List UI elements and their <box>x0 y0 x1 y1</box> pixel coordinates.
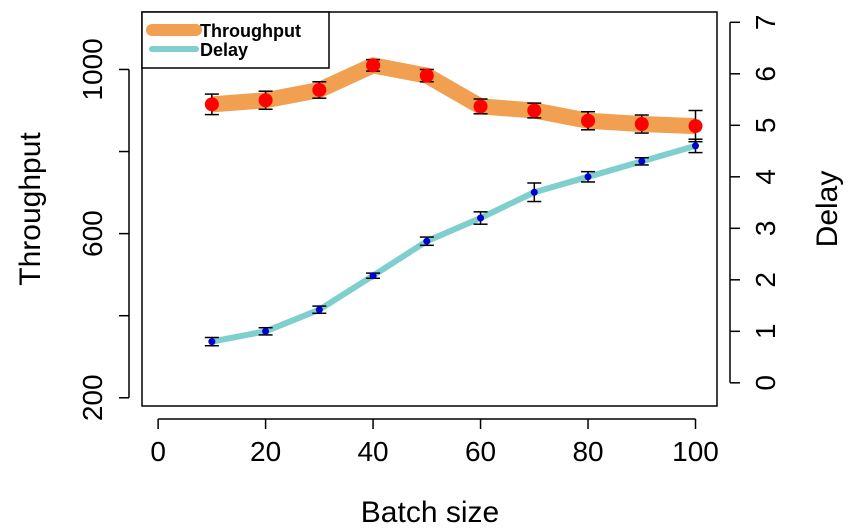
data-point-throughput <box>419 68 434 83</box>
data-point-throughput <box>527 103 542 118</box>
x-tick-label: 20 <box>250 436 281 467</box>
legend: Throughput Delay <box>141 11 330 69</box>
y-right-tick-label: 7 <box>750 15 781 31</box>
x-tick-label: 80 <box>572 436 603 467</box>
y-axis-right-title: Delay <box>811 171 844 248</box>
x-tick-label: 40 <box>357 436 388 467</box>
data-point-throughput <box>634 117 649 132</box>
data-point-delay <box>208 338 216 346</box>
data-points <box>204 58 703 346</box>
data-point-delay <box>692 142 700 150</box>
series-line-throughput <box>211 57 696 135</box>
y-right-tick-label: 0 <box>750 375 781 391</box>
series-lines <box>211 57 697 345</box>
data-point-delay <box>315 306 323 314</box>
y-right-tick-label: 1 <box>750 324 781 340</box>
data-point-throughput <box>473 99 488 114</box>
data-point-throughput <box>312 82 327 97</box>
data-point-throughput <box>366 58 381 73</box>
y-left-tick-label: 600 <box>77 210 108 257</box>
data-point-delay <box>530 188 538 196</box>
data-point-delay <box>584 173 592 181</box>
plot-frame <box>141 11 718 407</box>
legend-box <box>141 11 330 69</box>
data-point-delay <box>423 237 431 245</box>
legend-label-throughput: Throughput <box>200 21 301 41</box>
y-axis-left-title: Throughput <box>14 132 47 286</box>
data-point-delay <box>477 214 485 222</box>
data-point-delay <box>638 157 646 165</box>
y-right-tick-label: 2 <box>750 272 781 288</box>
y-left-tick-label: 200 <box>77 374 108 421</box>
data-point-delay <box>369 272 377 280</box>
y-right-tick-label: 3 <box>750 221 781 237</box>
y-left-tick-label: 1000 <box>77 38 108 100</box>
series-line-delay <box>211 143 697 345</box>
data-point-throughput <box>581 113 596 128</box>
data-point-throughput <box>204 97 219 112</box>
y-right-tick-label: 5 <box>750 118 781 134</box>
x-tick-label: 0 <box>150 436 166 467</box>
data-point-throughput <box>688 119 703 134</box>
x-tick-label: 100 <box>672 436 719 467</box>
axes: 0 20 40 60 80 100 200 600 1000 0 1 2 3 4 5 6 7 <box>77 15 781 467</box>
y-right-tick-label: 4 <box>750 169 781 185</box>
x-tick-label: 60 <box>465 436 496 467</box>
data-point-throughput <box>258 93 273 108</box>
x-axis-title: Batch size <box>361 496 499 529</box>
legend-label-delay: Delay <box>200 40 248 60</box>
y-right-tick-label: 6 <box>750 66 781 82</box>
data-point-delay <box>262 327 270 335</box>
